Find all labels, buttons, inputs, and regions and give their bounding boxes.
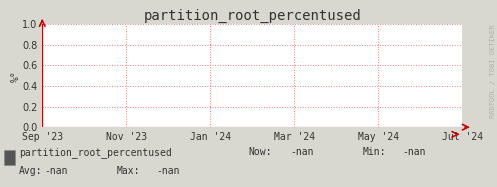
Text: Min:: Min: [363, 147, 386, 157]
Text: Now:: Now: [248, 147, 272, 157]
Text: partition_root_percentused: partition_root_percentused [19, 147, 171, 158]
Text: RRDTOOL / TOBI OETIKER: RRDTOOL / TOBI OETIKER [490, 24, 496, 118]
Text: -nan: -nan [403, 147, 426, 157]
Text: -nan: -nan [291, 147, 314, 157]
Text: -nan: -nan [157, 166, 180, 176]
Text: -nan: -nan [45, 166, 68, 176]
Text: Max:: Max: [117, 166, 140, 176]
Y-axis label: %°: %° [10, 70, 20, 82]
Text: Avg:: Avg: [19, 166, 42, 176]
Title: partition_root_percentused: partition_root_percentused [143, 9, 361, 23]
